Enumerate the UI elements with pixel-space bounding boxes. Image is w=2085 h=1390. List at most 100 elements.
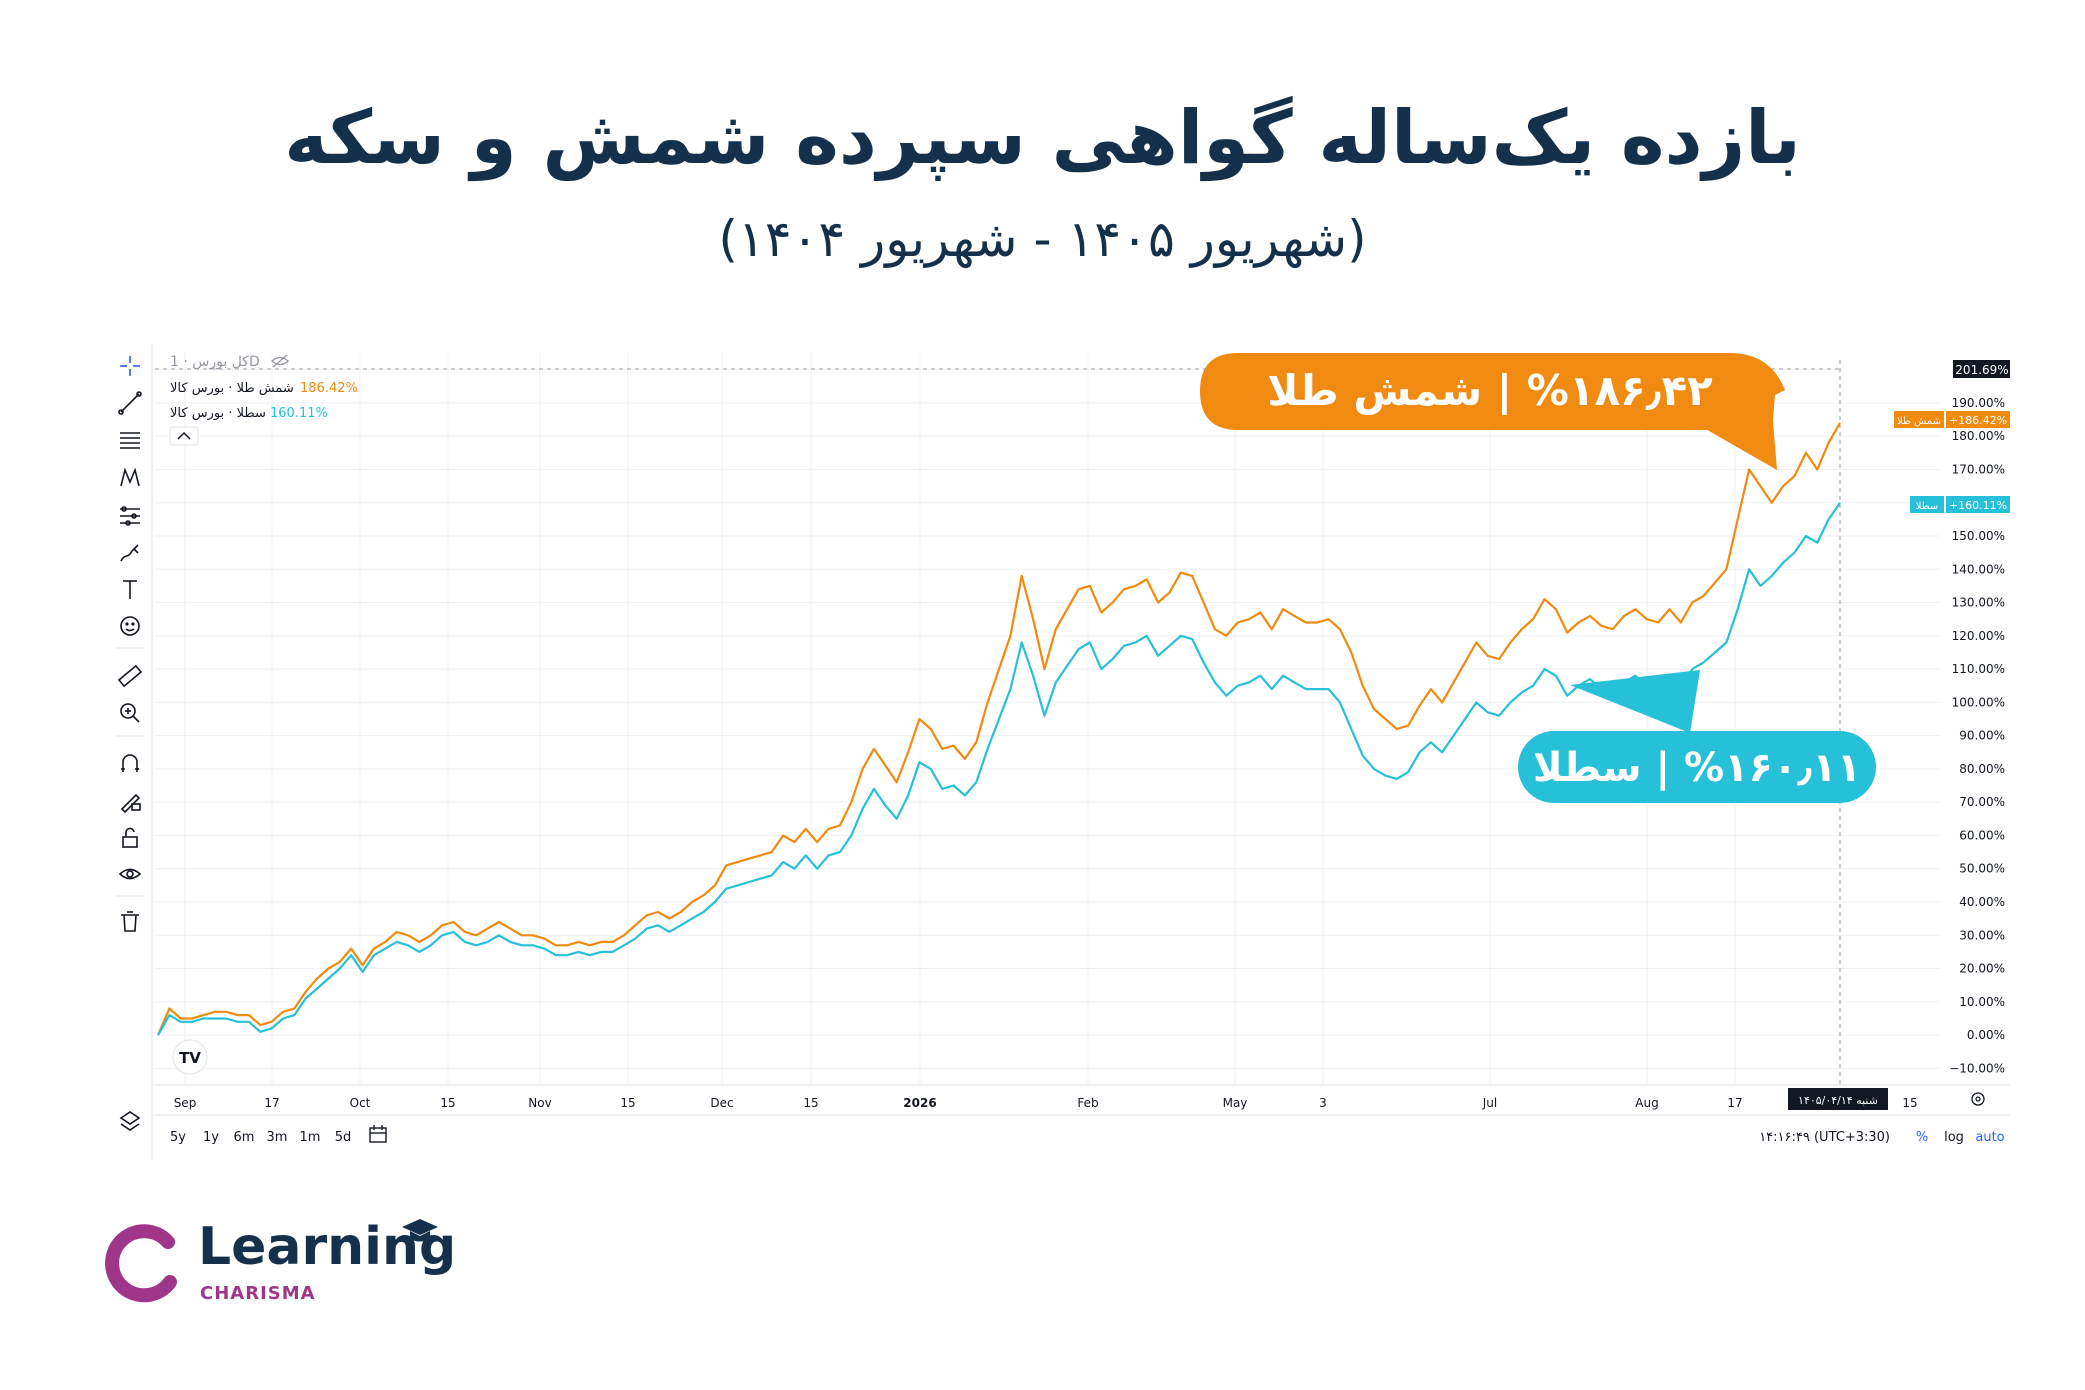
series-lines [156, 422, 1841, 1036]
range-selector: 5y 1y 6m 3m 1m 5d [170, 1130, 351, 1145]
svg-text:TV: TV [179, 1049, 201, 1067]
zoom-in-icon[interactable] [120, 703, 140, 723]
scale-options: % log auto [1916, 1130, 2005, 1145]
timezone-clock[interactable]: ۱۴:۱۶:۴۹ (UTC+3:30) [1759, 1130, 1890, 1145]
magnet-icon[interactable] [121, 754, 139, 772]
series-line-gold [156, 422, 1841, 1036]
price-axis: 190.00%180.00%170.00%160.00%150.00%140.0… [1949, 396, 2005, 1075]
date-range-icon[interactable] [369, 1125, 387, 1143]
svg-text:شنبه ۱۴۰۵/۰۴/۱۴: شنبه ۱۴۰۵/۰۴/۱۴ [1798, 1094, 1878, 1107]
svg-text:+160.11%: +160.11% [1949, 499, 2007, 512]
legend-gold-label: شمش طلا · بورس کالا [170, 381, 294, 396]
trend-line-icon[interactable] [118, 391, 142, 415]
x-tick-label: Nov [528, 1096, 551, 1110]
x-tick-label: May [1223, 1096, 1248, 1110]
y-tick-label: 50.00% [1959, 862, 2005, 876]
y-tick-label: 70.00% [1959, 795, 2005, 809]
x-tick-label: 15 [803, 1096, 818, 1110]
brush-icon[interactable] [120, 544, 139, 562]
series-line-setala [157, 502, 1841, 1036]
range-button-6m[interactable]: 6m [234, 1130, 255, 1145]
eye-icon[interactable] [118, 868, 142, 880]
x-tick-label: 2026 [903, 1096, 936, 1110]
y-tick-label: 10.00% [1959, 995, 2005, 1009]
graduation-cap-icon [402, 1219, 438, 1242]
x-tick-label: Feb [1077, 1096, 1098, 1110]
setala-callout-text: %۱۶۰٫۱۱ | سطلا [1533, 745, 1861, 792]
scale-option-log[interactable]: log [1944, 1130, 1964, 1145]
svg-text:201.69%: 201.69% [1955, 363, 2008, 377]
y-tick-label: 80.00% [1959, 762, 2005, 776]
x-tick-label: 17 [1727, 1096, 1742, 1110]
crosshair-icon[interactable] [120, 356, 140, 376]
page-subtitle: (شهریور ۱۴۰۵ - شهریور ۱۴۰۴) [718, 210, 1367, 268]
fib-lines-icon[interactable] [120, 432, 140, 449]
forecast-icon[interactable] [120, 506, 140, 526]
legend-setala-label: سطلا · بورس کالا [170, 406, 266, 421]
x-tick-label: Oct [350, 1096, 371, 1110]
gold-callout: %۱۸۶٫۴۲ | شمش طلا [1200, 353, 1785, 470]
scale-option-auto[interactable]: auto [1975, 1130, 2004, 1145]
range-button-5d[interactable]: 5d [335, 1130, 352, 1145]
y-tick-label: 20.00% [1959, 962, 2005, 976]
x-tick-label: Jul [1482, 1096, 1497, 1110]
y-tick-label: 180.00% [1952, 429, 2005, 443]
lock-drawings-icon[interactable] [120, 793, 141, 814]
y-tick-label: 60.00% [1959, 828, 2005, 842]
scale-option-percent[interactable]: % [1916, 1130, 1928, 1145]
crosshair-date-label: شنبه ۱۴۰۵/۰۴/۱۴ [1788, 1088, 1888, 1110]
tradingview-logo[interactable]: TV [172, 1039, 208, 1075]
setala-callout: %۱۶۰٫۱۱ | سطلا [1518, 670, 1876, 803]
x-tick-label: Sep [174, 1096, 197, 1110]
legend-setala-value: 160.11% [270, 406, 328, 421]
y-tick-label: 190.00% [1952, 396, 2005, 410]
range-button-1y[interactable]: 1y [203, 1130, 219, 1145]
y-tick-label: 100.00% [1952, 695, 2005, 709]
text-tool-icon[interactable] [123, 580, 137, 599]
legend-gold-value: 186.42% [300, 381, 358, 396]
x-tick-label: Dec [710, 1096, 733, 1110]
charisma-logo-mark [105, 1224, 177, 1303]
y-tick-label: 90.00% [1959, 729, 2005, 743]
page-title: بازده یک‌ساله گواهی سپرده شمش و سکه [284, 95, 1801, 181]
svg-text:سطلا: سطلا [1916, 501, 1939, 512]
setala-price-label: سطلا +160.11% [1910, 496, 2011, 513]
time-axis: Sep 17 Oct 15 Nov 15 Dec 15 2026 Feb May 3 Jul Aug 17 1… [174, 1096, 1918, 1110]
y-tick-label: 150.00% [1952, 529, 2005, 543]
axis-settings-icon[interactable] [1971, 1092, 1985, 1106]
svg-text:+186.42%: +186.42% [1949, 414, 2007, 427]
performance-chart: کل بورس · 1D شمش طلا · بورس کالا 186.42%… [116, 345, 2011, 1160]
x-tick-label: 15 [620, 1096, 635, 1110]
symbol-text: کل بورس · 1D [170, 354, 260, 370]
range-button-3m[interactable]: 3m [267, 1130, 288, 1145]
y-tick-label: 140.00% [1952, 562, 2005, 576]
trash-icon[interactable] [121, 911, 139, 932]
grid [155, 353, 1940, 1085]
x-tick-label: 17 [264, 1096, 279, 1110]
drawing-toolbar [116, 356, 144, 1131]
gold-price-label: شمش طلا +186.42% [1894, 411, 2011, 428]
layers-icon[interactable] [119, 1111, 141, 1131]
brand-logo: Learning CHARISMA [100, 1215, 460, 1315]
gold-callout-text: %۱۸۶٫۴۲ | شمش طلا [1267, 366, 1713, 415]
unlock-icon[interactable] [122, 827, 138, 848]
y-tick-label: 120.00% [1952, 629, 2005, 643]
emoji-icon[interactable] [120, 616, 140, 636]
x-tick-label: 3 [1319, 1096, 1327, 1110]
y-tick-label: 110.00% [1952, 662, 2005, 676]
y-tick-label: −10.00% [1949, 1061, 2005, 1075]
brand-sub: CHARISMA [200, 1283, 316, 1304]
collapse-legend-button[interactable] [169, 426, 199, 446]
y-tick-label: 40.00% [1959, 895, 2005, 909]
range-button-5y[interactable]: 5y [170, 1130, 186, 1145]
ruler-icon[interactable] [117, 664, 143, 688]
y-tick-label: 30.00% [1959, 928, 2005, 942]
range-button-1m[interactable]: 1m [300, 1130, 321, 1145]
pattern-icon[interactable] [120, 467, 140, 487]
y-tick-label: 0.00% [1967, 1028, 2005, 1042]
chart-legend: کل بورس · 1D شمش طلا · بورس کالا 186.42%… [169, 354, 358, 446]
svg-text:شمش طلا: شمش طلا [1897, 416, 1941, 427]
hide-icon[interactable] [271, 354, 289, 368]
y-tick-label: 170.00% [1952, 462, 2005, 476]
crosshair-price-label: 201.69% [1953, 360, 2011, 378]
